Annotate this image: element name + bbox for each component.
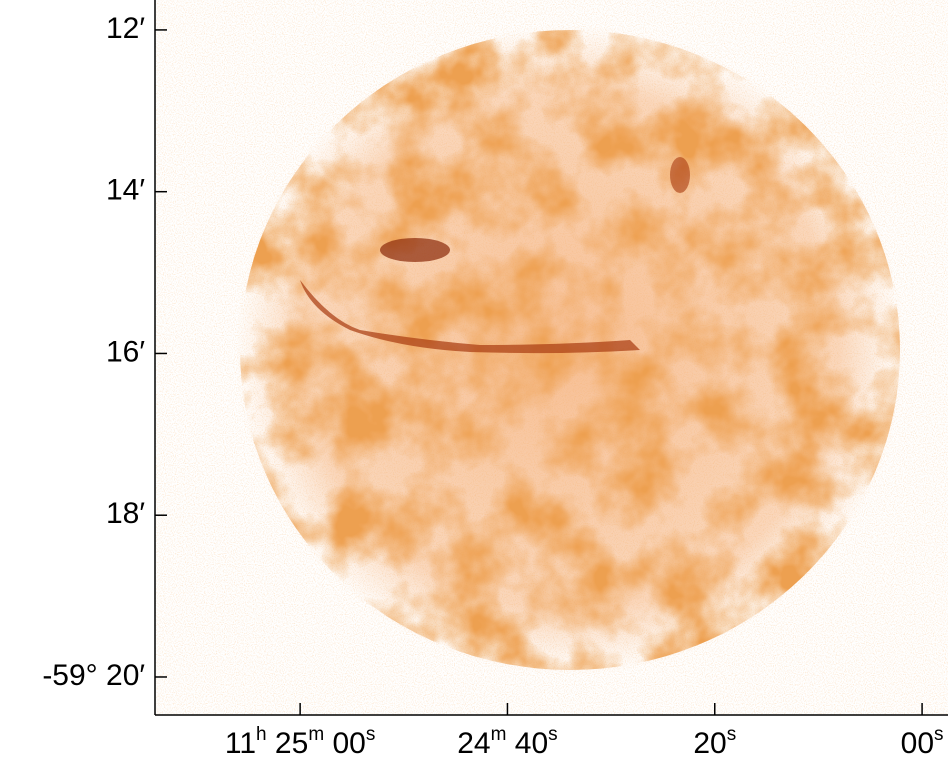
y-tick-label: 18′	[106, 497, 145, 530]
y-tick-label: 14′	[106, 174, 145, 207]
x-tick-label: 24m 40s	[457, 724, 557, 760]
x-tick-label: 20s	[693, 724, 736, 760]
y-tick-label: 12′	[106, 12, 145, 45]
x-tick-label: 00s	[901, 724, 944, 760]
y-tick-label: 16′	[106, 335, 145, 368]
nebula-image	[155, 0, 948, 715]
x-tick-label: 11h 25m 00s	[225, 724, 376, 760]
y-tick-label: -59° 20′	[42, 659, 145, 692]
